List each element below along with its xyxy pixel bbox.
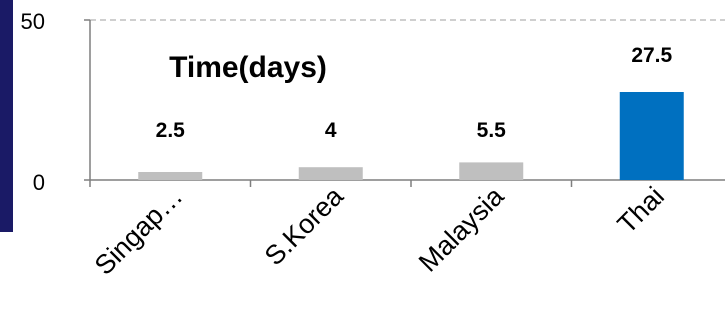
bar-singap- [138,172,203,180]
y-tick-label-0: 0 [33,170,45,195]
y-tick-label-50: 50 [21,9,45,34]
data-label: 2.5 [156,119,186,142]
data-label: 4 [325,119,337,142]
x-tick-label: Malaysia [413,180,510,277]
x-tick-label: S.Korea [259,180,350,271]
x-tick-label: Singap… [89,181,189,281]
x-tick-label: Thai [612,181,670,239]
bar-malaysia [459,162,524,180]
slide-accent-bar [0,0,13,232]
bar-thai [619,92,684,180]
bar-s-korea [298,167,363,180]
data-label: 27.5 [631,44,672,67]
data-label: 5.5 [477,119,507,142]
chart-title: Time(days) [169,51,327,84]
